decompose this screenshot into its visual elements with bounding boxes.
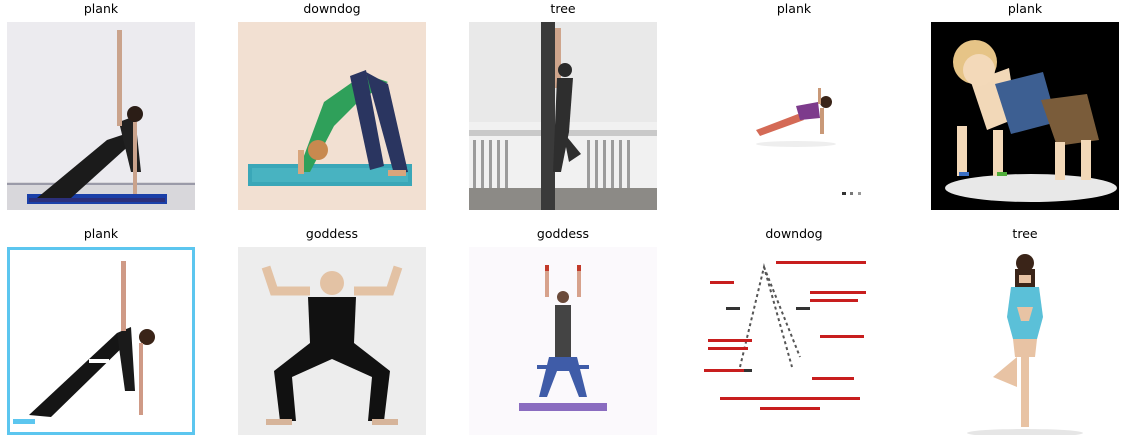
image-title: downdog (303, 1, 361, 16)
pose-image (469, 247, 657, 435)
image-title: plank (1007, 1, 1043, 16)
pose-image (700, 22, 888, 210)
pose-image (238, 22, 426, 210)
pose-image (7, 22, 195, 210)
pose-image (931, 247, 1119, 435)
image-title: plank (83, 1, 119, 16)
image-title: goddess (305, 226, 359, 241)
pose-image (931, 22, 1119, 210)
pose-image (700, 247, 888, 435)
pose-image (469, 22, 657, 210)
image-title: tree (550, 1, 576, 16)
image-title: tree (1012, 226, 1038, 241)
image-title: goddess (536, 226, 590, 241)
image-title: downdog (765, 226, 823, 241)
pose-image (238, 247, 426, 435)
pose-image (7, 247, 195, 435)
image-title: plank (83, 226, 119, 241)
image-title: plank (776, 1, 812, 16)
